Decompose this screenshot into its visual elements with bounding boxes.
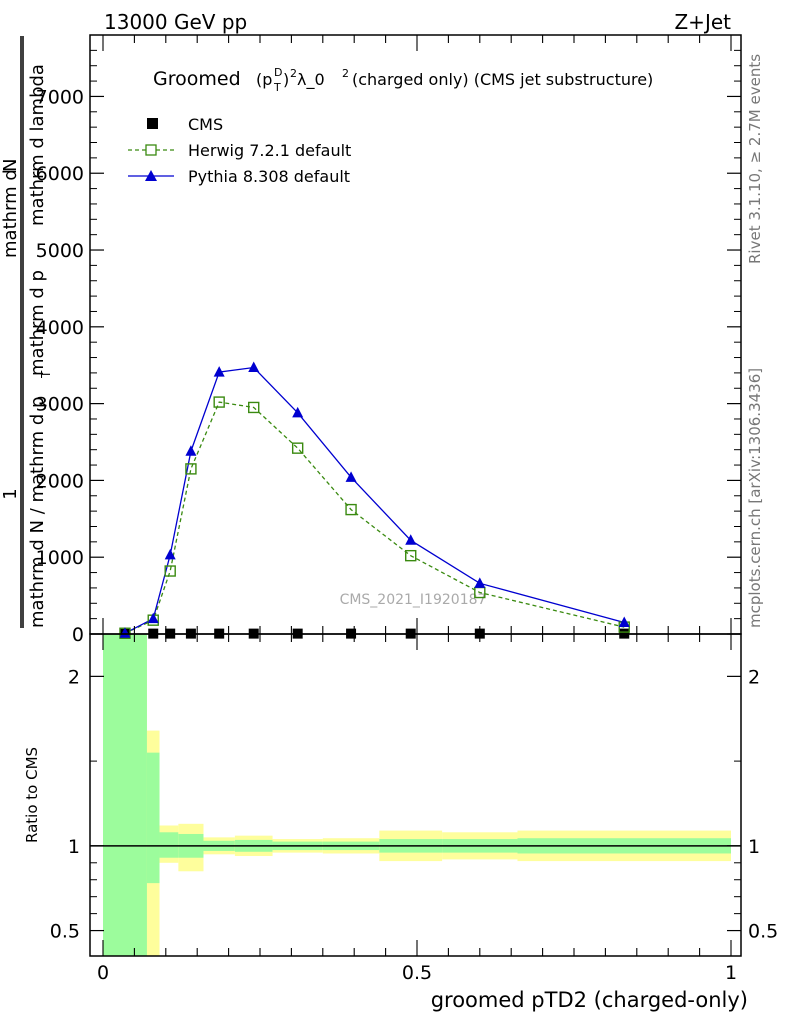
- pythia-point: [292, 406, 304, 418]
- herwig-line: [124, 401, 625, 634]
- pythia-point: [248, 361, 260, 373]
- main-ylabel: 1 mathrm d N mathrm d N / mathrm d p T m…: [0, 36, 53, 628]
- watermark: CMS_2021_I1920187: [340, 592, 487, 608]
- pythia-point: [345, 471, 357, 482]
- pythia-point: [119, 627, 131, 638]
- pythia-point: [618, 616, 630, 627]
- ratio-y-tick-label-left: 0.5: [50, 921, 80, 943]
- herwig-point: [291, 442, 304, 454]
- main-y-tick-label: 5000: [36, 240, 84, 262]
- herwig-point: [185, 463, 197, 475]
- ratio-y-tick-label-right: 2: [748, 666, 760, 688]
- main-y-tick-label: 2000: [36, 470, 84, 492]
- legend-herwig-marker: [145, 144, 157, 156]
- pythia-point: [474, 577, 486, 588]
- x-tick-label: 0: [97, 962, 109, 984]
- legend-cms-label: CMS: [188, 115, 223, 134]
- plot-title-formula-sup: D: [274, 66, 282, 79]
- pythia-point: [164, 548, 176, 560]
- ratio-band-green: [146, 752, 160, 884]
- legend-herwig-label: Herwig 7.2.1 default: [188, 141, 351, 160]
- main-y-tick-label: 6000: [36, 163, 84, 185]
- x-tick-label: 0.5: [402, 962, 432, 984]
- plot-title-formula-close: ): [283, 70, 289, 89]
- x-tick-label: 1: [725, 962, 737, 984]
- rivet-label: Rivet 3.1.10, ≥ 2.7M events: [746, 54, 764, 264]
- main-y-tick-label: 3000: [36, 394, 84, 416]
- main-y-tick-label: 1000: [36, 547, 84, 569]
- legend: CMS Herwig 7.2.1 default Pythia 8.308 de…: [128, 115, 351, 186]
- herwig-point: [345, 503, 357, 516]
- ratio-ylabel: Ratio to CMS: [23, 747, 41, 843]
- pythia-point: [213, 366, 225, 377]
- ratio-bands: [90, 634, 741, 956]
- ratio-band-green: [103, 634, 147, 956]
- ratio-y-tick-label-right: 1: [748, 836, 760, 858]
- plot-title: Groomed (p D T ) 2 λ_0 2 (charged only) …: [153, 66, 653, 94]
- ylabel-one: 1: [0, 488, 21, 499]
- ylabel-denominator-2: mathrm d p: [27, 270, 48, 376]
- legend-cms-marker: [147, 118, 158, 129]
- header-right: Z+Jet: [674, 10, 731, 34]
- legend-pythia-label: Pythia 8.308 default: [188, 167, 350, 186]
- ratio-frame: [89, 633, 742, 957]
- ratio-y-tick-label-right: 0.5: [748, 921, 778, 943]
- plot-title-formula-sub: T: [273, 81, 281, 94]
- pythia-point: [185, 445, 197, 456]
- header-left: 13000 GeV pp: [104, 10, 247, 34]
- herwig-point: [164, 565, 176, 577]
- ratio-band-green: [159, 832, 179, 858]
- ylabel-denominator-sub: T: [39, 370, 53, 379]
- main-y-tick-label: 4000: [36, 317, 84, 339]
- herwig-point: [248, 401, 260, 414]
- plot-title-formula-base: (p: [256, 70, 272, 89]
- plot-title-formula-tail-power: 2: [342, 67, 349, 80]
- main-y-tick-label: 7000: [36, 86, 84, 108]
- main-y-tick-label: 0: [72, 624, 84, 646]
- axes: 0 1000 2000 3000 4000 5000 6000 7000 0 0.5 1 0.5 0.5…: [36, 34, 778, 984]
- plot-title-formula-tail: λ_0: [297, 70, 325, 90]
- plot-title-formula-power: 2: [290, 67, 297, 80]
- herwig-point: [405, 549, 417, 562]
- plot-title-prefix: Groomed: [153, 68, 241, 90]
- x-axis-label: groomed pTD2 (charged-only): [431, 988, 748, 1012]
- pythia-point: [405, 534, 417, 545]
- herwig-point: [213, 396, 225, 408]
- ratio-y-tick-label-left: 1: [68, 836, 80, 858]
- ylabel-numerator-1: mathrm d: [0, 169, 21, 258]
- legend-pythia-marker: [145, 170, 157, 181]
- pythia-point: [147, 612, 159, 624]
- ylabel-numerator-2: N: [0, 159, 21, 172]
- ylabel-denominator-3: mathrm d lambda: [27, 64, 48, 226]
- mcplots-label: mcplots.cern.ch [arXiv:1306.3436]: [746, 368, 764, 628]
- ylabel-denominator-1: mathrm d N / mathrm d p: [27, 397, 48, 628]
- ratio-y-tick-label-left: 2: [68, 666, 80, 688]
- plot-title-suffix: (charged only) (CMS jet substructure): [352, 70, 653, 89]
